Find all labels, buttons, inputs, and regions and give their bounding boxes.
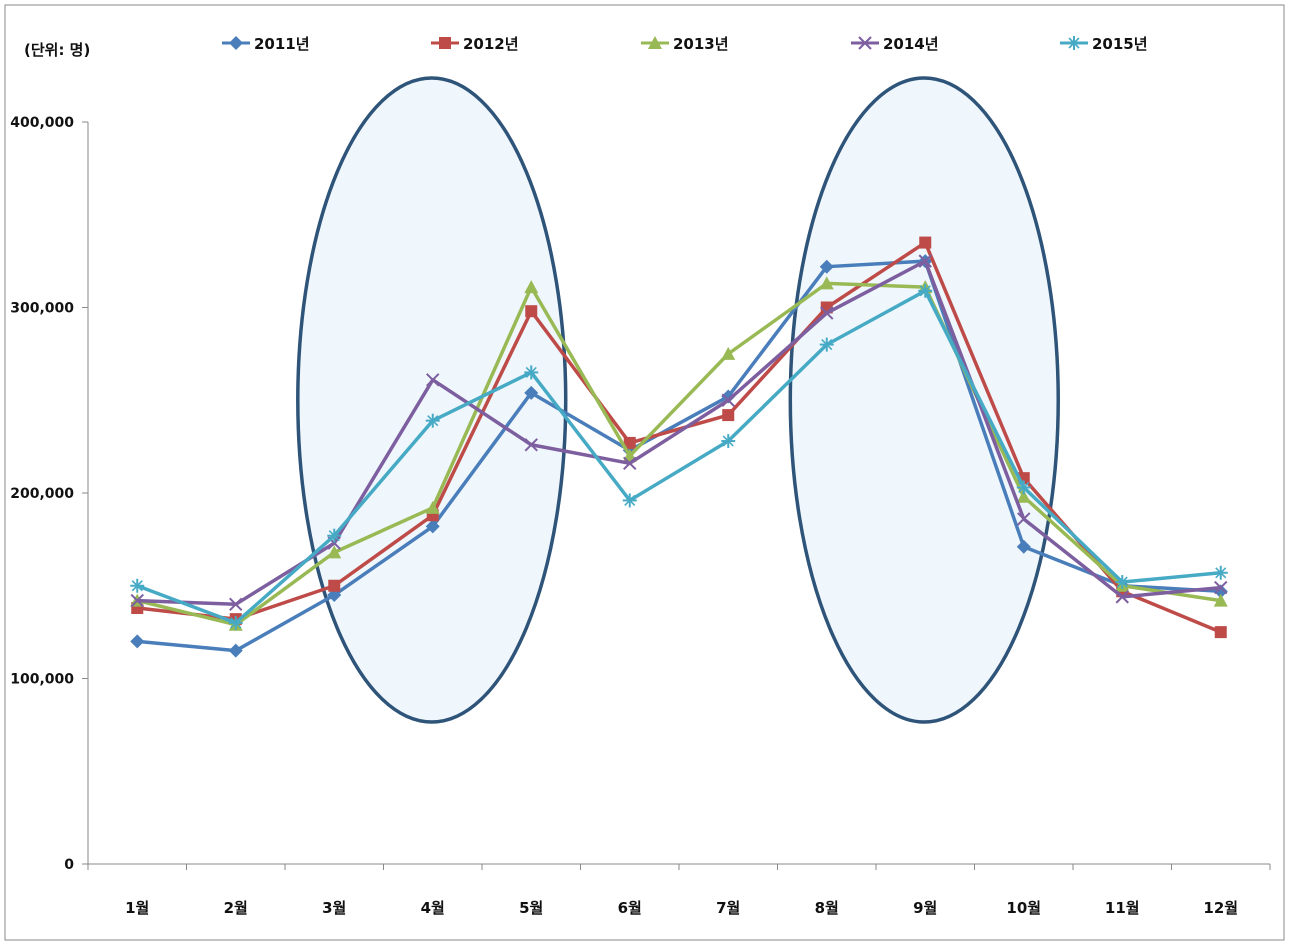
data-point: [721, 393, 735, 407]
data-point: [623, 436, 636, 449]
x-tick-label: 6월: [618, 899, 642, 917]
series-line: [137, 240, 1222, 634]
data-point: [1115, 575, 1130, 590]
x-tick-label: 5월: [519, 899, 543, 917]
y-tick-label: 200,000: [10, 486, 74, 502]
legend-item: 2012년: [431, 35, 519, 53]
series-layer: [130, 236, 1228, 658]
data-point: [524, 365, 539, 380]
chart-border: [4, 4, 1285, 941]
x-tick-label: 11월: [1105, 899, 1140, 917]
data-point: [229, 597, 243, 612]
x-tick-label: 1월: [125, 899, 149, 917]
data-point: [721, 434, 736, 449]
legend-label: 2012년: [463, 35, 519, 53]
data-point: [425, 413, 440, 428]
data-point: [1016, 480, 1031, 495]
series-line: [137, 259, 1221, 607]
data-point: [1214, 580, 1228, 595]
data-point: [1017, 512, 1031, 526]
legend-label: 2013년: [673, 35, 729, 53]
x-tick-label: 3월: [322, 899, 346, 917]
data-point: [919, 236, 932, 249]
series-2014년: [130, 254, 1228, 612]
legend-item: 2013년: [641, 35, 729, 53]
data-point: [228, 615, 243, 630]
data-point: [524, 280, 539, 294]
y-tick-label: 100,000: [10, 672, 74, 688]
x-tick-label: 9월: [913, 899, 937, 917]
data-point: [721, 346, 736, 360]
legend-item: 2014년: [851, 35, 939, 53]
data-point: [819, 259, 834, 274]
highlight-layer: [296, 76, 1060, 724]
x-tick-label: 10월: [1006, 899, 1041, 917]
data-point: [426, 373, 440, 387]
data-point: [525, 305, 538, 318]
legend-label: 2014년: [883, 35, 939, 53]
legend-marker: [229, 36, 243, 50]
legend-label: 2011년: [254, 35, 310, 53]
y-tick-label: 400,000: [10, 115, 74, 131]
legend: 2011년 2012년 2013년 2014년 2015년: [222, 35, 1148, 53]
y-tick-label: 0: [64, 857, 74, 873]
x-tick-label: 2월: [224, 899, 248, 917]
data-point: [623, 456, 637, 471]
data-point: [328, 579, 341, 592]
data-point: [918, 254, 932, 268]
data-point: [425, 519, 440, 534]
x-tick-label: 12월: [1203, 899, 1238, 917]
data-point: [622, 493, 637, 508]
legend-marker: [648, 36, 662, 49]
y-tick-label: 300,000: [10, 301, 74, 317]
data-point: [722, 409, 735, 422]
series-2015년: [130, 283, 1228, 630]
axes-layer: 0 100,000 200,000 300,000 400,000 1월 2월 3월 4월 5월 6…: [10, 115, 1271, 917]
data-point: [1214, 626, 1227, 639]
legend-marker: [858, 36, 872, 50]
legend-marker: [439, 37, 451, 49]
x-tick-label: 7월: [716, 899, 740, 917]
legend-item: 2015년: [1060, 35, 1148, 53]
data-point: [327, 528, 342, 543]
legend-item: 2011년: [222, 35, 310, 53]
legend-label: 2015년: [1092, 35, 1148, 53]
data-point: [130, 634, 145, 649]
data-point: [228, 643, 243, 658]
data-point: [820, 306, 834, 320]
data-point: [1016, 489, 1031, 503]
data-point: [1016, 539, 1031, 554]
highlight-ellipse-2: [788, 76, 1060, 724]
data-point: [721, 389, 736, 404]
data-point: [1213, 593, 1228, 607]
data-point: [524, 438, 538, 452]
x-tick-label: 8월: [815, 899, 839, 917]
series-line: [137, 259, 1221, 653]
data-point: [819, 337, 834, 352]
series-line: [136, 281, 1222, 627]
data-point: [130, 578, 145, 593]
data-point: [327, 545, 342, 559]
series-line: [136, 289, 1221, 625]
data-point: [1115, 590, 1129, 604]
data-point: [130, 593, 144, 608]
data-point: [918, 283, 933, 298]
legend-marker: [1067, 36, 1081, 50]
unit-label: (단위: 명): [24, 41, 90, 59]
highlight-ellipse-1: [296, 76, 568, 724]
x-tick-label: 4월: [421, 899, 445, 917]
data-point: [425, 500, 440, 514]
data-point: [524, 385, 539, 400]
data-point: [819, 276, 834, 290]
data-point: [1213, 565, 1228, 580]
